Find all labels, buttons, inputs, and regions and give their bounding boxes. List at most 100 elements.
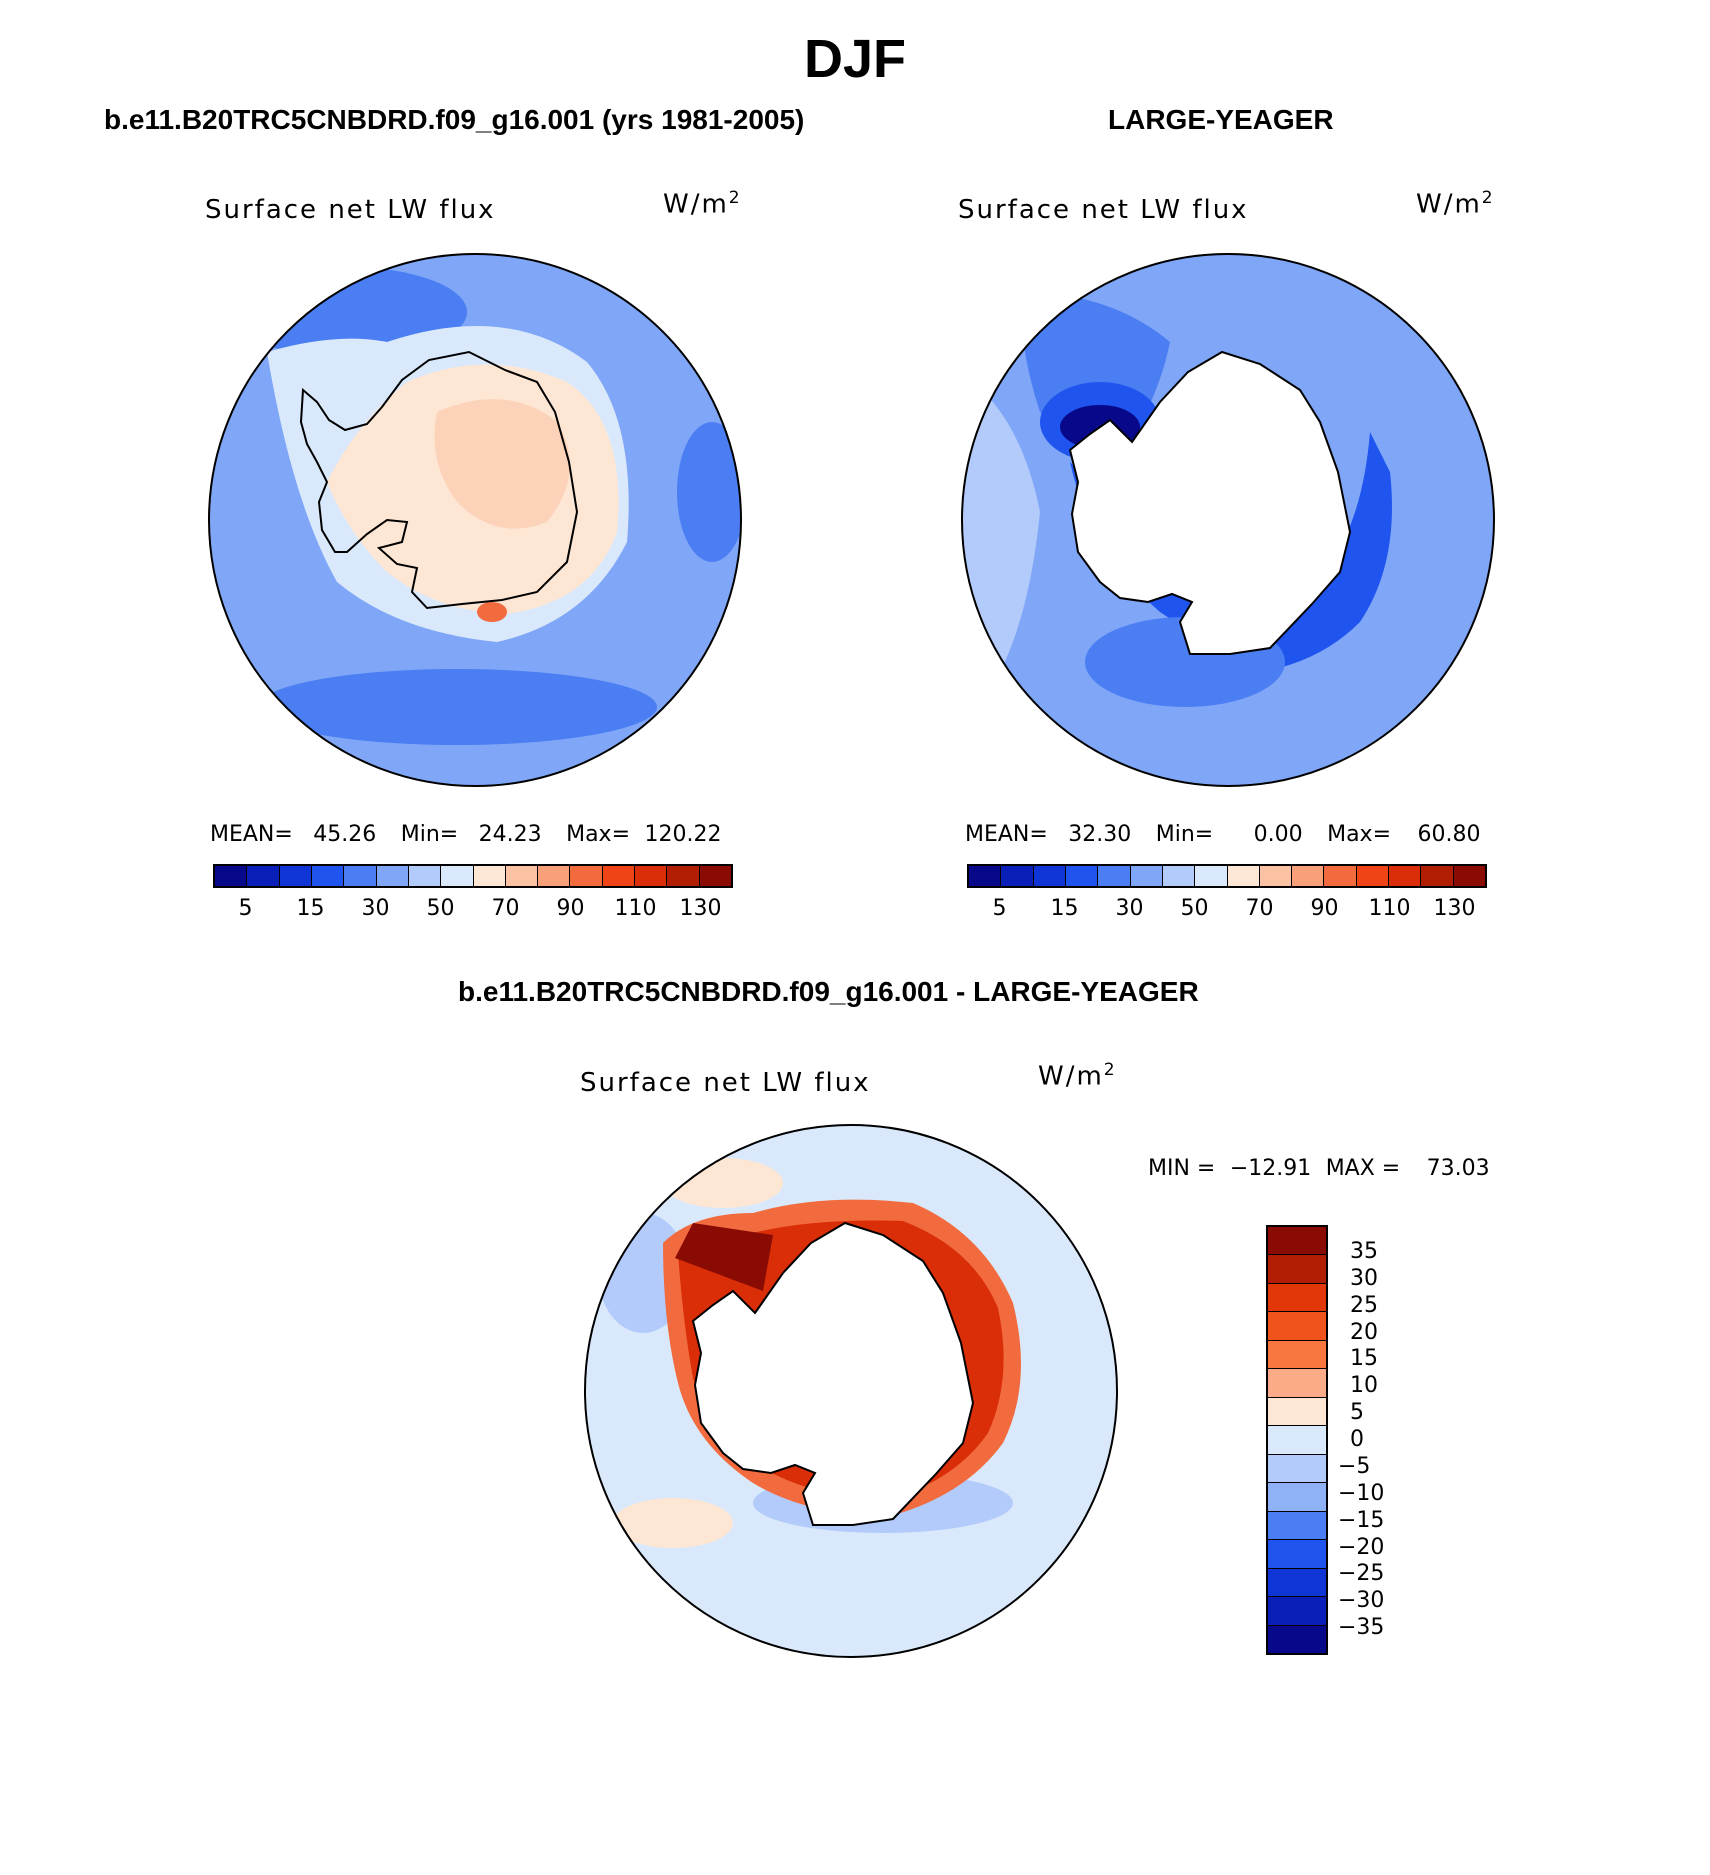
colorbar-swatch xyxy=(1227,866,1260,886)
panel2-max-label: Max= xyxy=(1327,822,1392,847)
colorbar-swatch xyxy=(1098,866,1131,886)
colorbar-tick-label: 15 xyxy=(296,896,325,921)
panel2-colorbar-ticks: 5 15 30 50 70 90 110 130 xyxy=(967,896,1487,926)
panel1-units: W/m2 xyxy=(663,188,742,220)
colorbar-swatch xyxy=(1268,1454,1326,1484)
colorbar-swatch xyxy=(1268,1625,1326,1654)
panel3-max-value: 73.03 xyxy=(1426,1156,1490,1181)
panel1-max-label: Max= xyxy=(566,822,631,847)
colorbar-swatch xyxy=(473,866,506,886)
colorbar-tick-label: 130 xyxy=(1433,896,1476,921)
colorbar-swatch xyxy=(1421,866,1454,886)
panel3-antarctica-mask xyxy=(691,1221,975,1526)
panel3-map xyxy=(584,1124,1118,1658)
colorbar-tick-label: 15 xyxy=(1050,896,1079,921)
colorbar-swatch xyxy=(1324,866,1357,886)
panel1-min-value: 24.23 xyxy=(478,822,542,847)
colorbar-tick-label: 90 xyxy=(1310,896,1339,921)
colorbar-swatch xyxy=(1268,1340,1326,1370)
colorbar-tick-label: 130 xyxy=(679,896,722,921)
figure-title: DJF xyxy=(803,29,906,89)
colorbar-swatch xyxy=(969,866,1002,886)
colorbar-swatch xyxy=(1389,866,1422,886)
colorbar-tick-label: 70 xyxy=(1245,896,1274,921)
colorbar-tick-label: −20 xyxy=(1338,1534,1385,1560)
colorbar-tick-label: 30 xyxy=(361,896,390,921)
colorbar-swatch xyxy=(1268,1255,1326,1284)
panel2-mean-value: 32.30 xyxy=(1068,822,1132,847)
panel3-min-label: MIN = xyxy=(1148,1156,1216,1181)
colorbar-swatch xyxy=(1033,866,1066,886)
panel3-min-value: −12.91 xyxy=(1229,1156,1312,1181)
colorbar-tick-label: 5 xyxy=(1350,1400,1364,1426)
panel2-max-value: 60.80 xyxy=(1417,822,1481,847)
panel3-colorbar-ticks: 35 30 25 20 15 10 5 0 −5 −10 −15 −20 −25 −30 −35 xyxy=(1338,1225,1458,1655)
colorbar-tick-label: 0 xyxy=(1350,1427,1364,1452)
colorbar-swatch xyxy=(1130,866,1163,886)
colorbar-tick-label: 5 xyxy=(992,896,1007,921)
panel1-max-value: 120.22 xyxy=(644,822,722,847)
colorbar-tick-label: −25 xyxy=(1338,1561,1385,1587)
panel2-min-label: Min= xyxy=(1155,822,1214,847)
colorbar-tick-label: 30 xyxy=(1115,896,1144,921)
panel3-heading: b.e11.B20TRC5CNBDRD.f09_g16.001 - LARGE-… xyxy=(458,976,1199,1007)
colorbar-swatch xyxy=(344,866,377,886)
colorbar-tick-label: 110 xyxy=(614,896,657,921)
colorbar-swatch xyxy=(1356,866,1390,886)
panel1-mean-value: 45.26 xyxy=(313,822,377,847)
colorbar-swatch xyxy=(1268,1597,1326,1626)
colorbar-swatch xyxy=(1268,1511,1326,1541)
colorbar-swatch xyxy=(1268,1397,1326,1427)
panel2-variable-label: Surface net LW flux xyxy=(958,195,1249,225)
colorbar-swatch xyxy=(1268,1426,1326,1455)
colorbar-tick-label: −30 xyxy=(1338,1588,1385,1614)
colorbar-swatch xyxy=(667,866,700,886)
panel1-variable-label: Surface net LW flux xyxy=(205,195,496,225)
colorbar-tick-label: 110 xyxy=(1368,896,1411,921)
panel2-antarctica-mask xyxy=(1068,350,1352,655)
panel2-min-value: 0.00 xyxy=(1253,822,1303,847)
panel2-heading: LARGE-YEAGER xyxy=(1108,104,1334,135)
colorbar-swatch xyxy=(1001,866,1034,886)
panel2-units: W/m2 xyxy=(1416,188,1495,220)
colorbar-swatch xyxy=(1268,1568,1326,1598)
panel2-mean-label: MEAN= xyxy=(965,822,1048,847)
colorbar-tick-label: −10 xyxy=(1338,1480,1385,1506)
colorbar-swatch xyxy=(1268,1283,1326,1313)
colorbar-swatch xyxy=(538,866,571,886)
colorbar-swatch xyxy=(1268,1483,1326,1512)
colorbar-tick-label: 20 xyxy=(1350,1319,1378,1345)
panel1-colorbar xyxy=(213,864,733,888)
panel3-variable-label: Surface net LW flux xyxy=(580,1068,871,1098)
panel1-min-label: Min= xyxy=(400,822,459,847)
colorbar-swatch xyxy=(1453,866,1485,886)
panel3-colorbar xyxy=(1266,1225,1328,1655)
colorbar-swatch xyxy=(699,866,731,886)
panel3-max-label: MAX = xyxy=(1325,1156,1401,1181)
panel2-map xyxy=(961,253,1495,787)
colorbar-swatch xyxy=(1259,866,1293,886)
colorbar-tick-label: 50 xyxy=(1180,896,1209,921)
colorbar-tick-label: 30 xyxy=(1350,1265,1378,1291)
colorbar-swatch xyxy=(279,866,312,886)
colorbar-tick-label: 70 xyxy=(491,896,520,921)
colorbar-swatch xyxy=(376,866,409,886)
colorbar-swatch xyxy=(1268,1369,1326,1398)
colorbar-swatch xyxy=(311,866,345,886)
colorbar-swatch xyxy=(247,866,280,886)
panel1-map xyxy=(208,253,742,787)
panel1-colorbar-ticks: 5 15 30 50 70 90 110 130 xyxy=(213,896,733,926)
colorbar-tick-label: −35 xyxy=(1338,1615,1385,1641)
panel2-colorbar xyxy=(967,864,1487,888)
colorbar-swatch xyxy=(635,866,668,886)
colorbar-swatch xyxy=(408,866,442,886)
colorbar-tick-label: −15 xyxy=(1338,1507,1385,1533)
colorbar-tick-label: 90 xyxy=(556,896,585,921)
colorbar-swatch xyxy=(215,866,248,886)
colorbar-swatch xyxy=(1195,866,1228,886)
panel1-coastline xyxy=(299,350,579,610)
colorbar-swatch xyxy=(1268,1227,1326,1256)
colorbar-tick-label: −5 xyxy=(1338,1453,1371,1479)
panel1-mean-label: MEAN= xyxy=(210,822,293,847)
colorbar-swatch xyxy=(602,866,636,886)
